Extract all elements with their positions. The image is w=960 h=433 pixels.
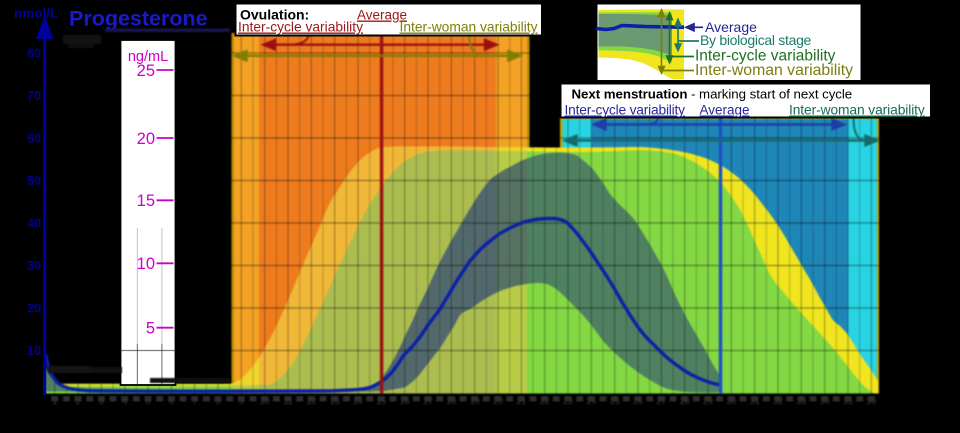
svg-text:Inter-woman variability: Inter-woman variability [789, 103, 925, 118]
svg-text:20: 20 [27, 302, 41, 316]
svg-text:Next menstruation - marking st: Next menstruation - marking start of nex… [572, 87, 853, 102]
svg-text:15: 15 [137, 192, 155, 210]
svg-text:Inter-cycle variability: Inter-cycle variability [565, 103, 686, 118]
svg-text:Inter-woman variability: Inter-woman variability [400, 20, 538, 35]
svg-text:Ovulation:: Ovulation: [240, 7, 309, 23]
svg-text:Inter-cycle variability: Inter-cycle variability [238, 20, 363, 35]
svg-text:Average: Average [700, 103, 750, 118]
svg-text:20: 20 [137, 130, 155, 148]
svg-text:Progesterone: Progesterone [69, 7, 208, 31]
svg-text:5: 5 [146, 320, 155, 338]
svg-text:10: 10 [27, 344, 41, 358]
svg-text:By biological stage: By biological stage [700, 32, 812, 48]
svg-text:nmol/L: nmol/L [14, 6, 58, 21]
svg-text:Inter-cycle variability: Inter-cycle variability [695, 48, 836, 65]
svg-text:Average: Average [357, 8, 407, 23]
svg-text:80: 80 [27, 47, 41, 61]
svg-text:30: 30 [27, 259, 41, 273]
svg-text:70: 70 [27, 89, 41, 103]
svg-text:10: 10 [137, 255, 155, 273]
svg-text:Inter-woman variability: Inter-woman variability [695, 62, 853, 79]
svg-text:Average: Average [705, 19, 757, 35]
svg-text:40: 40 [27, 217, 41, 231]
svg-text:60: 60 [27, 132, 41, 146]
svg-text:ng/mL: ng/mL [128, 49, 168, 65]
svg-text:50: 50 [27, 174, 41, 188]
svg-text:25: 25 [137, 62, 155, 80]
